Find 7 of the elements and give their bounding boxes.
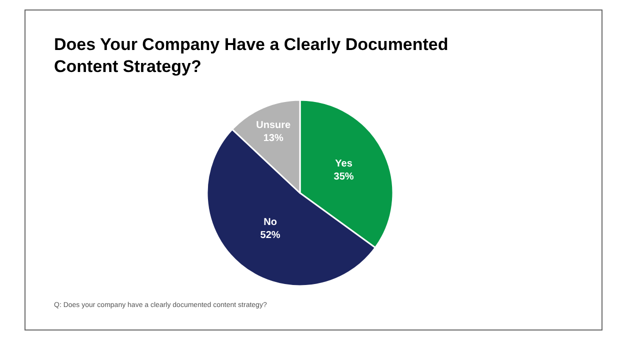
data-label: 52% [260, 230, 280, 241]
slice-label: Yes [335, 158, 353, 170]
slice-label: Unsure [256, 120, 292, 131]
chart-title: Does Your Company Have a Clearly Documented Content Strategy? [54, 35, 448, 76]
data-label: 13% [263, 132, 284, 144]
data-label: 35% [334, 172, 354, 183]
slice-label: No [264, 216, 277, 228]
